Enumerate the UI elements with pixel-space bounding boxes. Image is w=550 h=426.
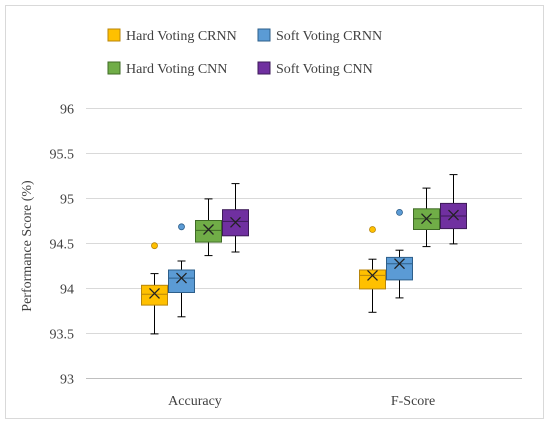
mean-marker bbox=[203, 224, 214, 235]
x-axis-ticks: Accuracy F-Score bbox=[168, 394, 435, 409]
mean-marker bbox=[421, 213, 432, 225]
y-axis-ticks: 93 93.5 94 94.5 95 95.5 96 bbox=[50, 103, 75, 388]
y-tick-label: 96 bbox=[60, 103, 74, 118]
mean-marker bbox=[230, 216, 241, 228]
box bbox=[168, 269, 195, 293]
box-plot bbox=[222, 183, 249, 253]
mean-marker bbox=[149, 287, 160, 299]
x-tick-label: F-Score bbox=[391, 394, 435, 409]
legend-label: Soft Voting CRNN bbox=[276, 29, 382, 44]
box bbox=[141, 284, 168, 306]
box-plot bbox=[440, 174, 467, 245]
legend-item: Hard Voting CRNN bbox=[107, 28, 237, 44]
outlier-point bbox=[396, 208, 403, 216]
gridlines bbox=[86, 108, 522, 379]
box bbox=[195, 220, 222, 243]
legend-swatch bbox=[107, 61, 121, 75]
outlier-point bbox=[151, 242, 158, 250]
y-tick-label: 94.5 bbox=[50, 238, 75, 253]
box bbox=[386, 256, 413, 281]
y-axis-title: Performance Score (%) bbox=[20, 180, 35, 312]
legend-swatch bbox=[257, 28, 271, 42]
box-plot bbox=[386, 208, 413, 299]
outlier-point bbox=[369, 226, 376, 233]
box-plot bbox=[195, 198, 222, 257]
box-plot bbox=[141, 242, 168, 335]
mean-marker bbox=[448, 209, 459, 221]
mean-marker bbox=[367, 269, 378, 281]
legend: Hard Voting CRNN Soft Voting CRNN Hard Vot… bbox=[107, 28, 382, 77]
legend-swatch bbox=[107, 28, 121, 42]
y-tick-label: 93.5 bbox=[50, 328, 75, 343]
y-tick-label: 95.5 bbox=[50, 148, 75, 163]
mean-marker bbox=[176, 272, 187, 284]
box bbox=[359, 269, 386, 290]
legend-item: Hard Voting CNN bbox=[107, 61, 227, 77]
legend-swatch bbox=[257, 61, 271, 75]
legend-item: Soft Voting CNN bbox=[257, 61, 373, 77]
x-tick-label: Accuracy bbox=[168, 394, 222, 409]
box-plot bbox=[359, 226, 386, 313]
legend-label: Soft Voting CNN bbox=[276, 62, 373, 77]
box-plot bbox=[413, 187, 440, 248]
plot-area bbox=[141, 174, 467, 335]
y-tick-label: 95 bbox=[60, 193, 74, 208]
legend-label: Hard Voting CNN bbox=[126, 62, 227, 77]
outlier-point bbox=[178, 223, 185, 231]
box-plot bbox=[168, 223, 195, 318]
y-tick-label: 94 bbox=[60, 283, 74, 298]
legend-item: Soft Voting CRNN bbox=[257, 28, 382, 44]
legend-label: Hard Voting CRNN bbox=[126, 29, 237, 44]
mean-marker bbox=[394, 258, 405, 270]
y-tick-label: 93 bbox=[60, 373, 74, 388]
